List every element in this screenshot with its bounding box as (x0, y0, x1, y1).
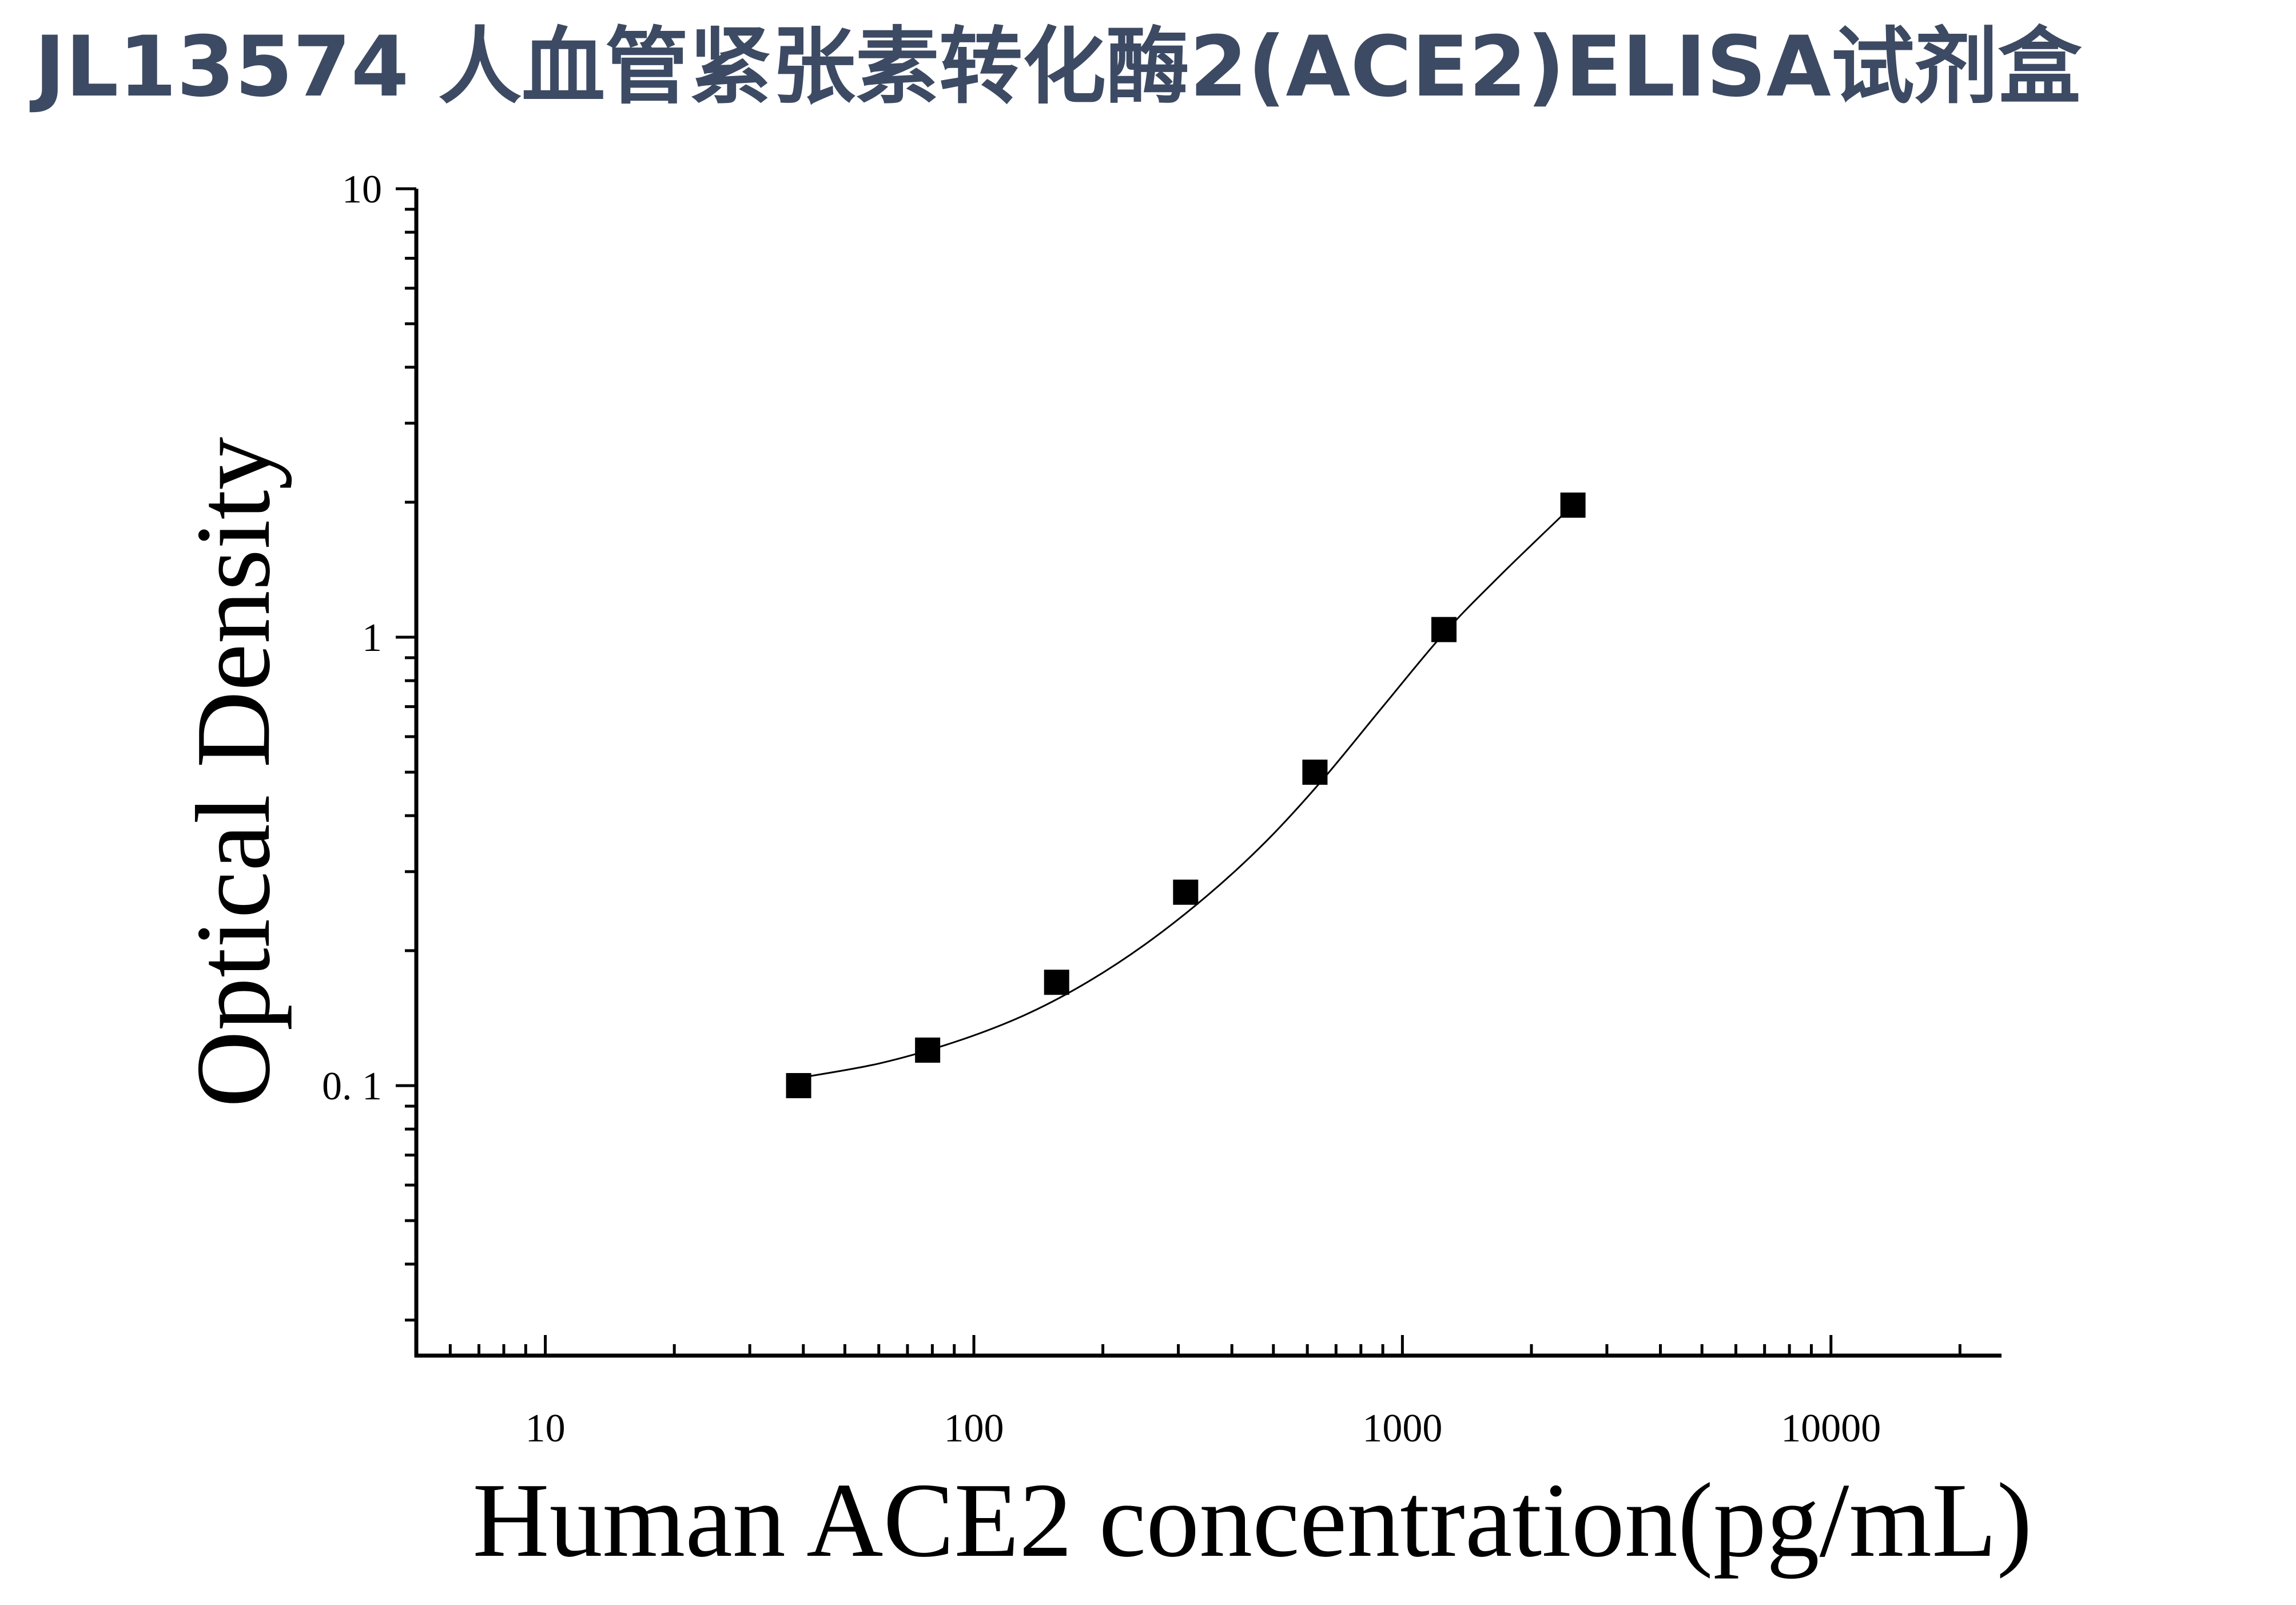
x-tick-label: 10 (526, 1407, 566, 1451)
data-point (915, 1037, 941, 1063)
data-point (786, 1072, 811, 1098)
y-tick-label: 0. 1 (322, 1064, 382, 1109)
data-point (1431, 617, 1457, 642)
axis-labels: Human ACE2 concentration(pg/mL) Optical … (174, 437, 2032, 1579)
data-point (1302, 760, 1328, 785)
x-tick-label: 100 (944, 1407, 1004, 1451)
y-tick-label: 10 (342, 168, 382, 212)
data-point (1560, 492, 1586, 518)
data-points (786, 492, 1586, 1098)
data-point (1173, 879, 1199, 905)
page-title: JL13574 人血管紧张素转化酶2(ACE2)ELISA试剂盒 (34, 18, 2082, 116)
fit-curve-line (798, 504, 1574, 1079)
axes: 10 100 1000 10000 0. 1 1 10 (322, 168, 2001, 1451)
x-tick-label: 10000 (1781, 1407, 1881, 1451)
fit-curve-layer (798, 504, 1574, 1079)
x-tick-label: 1000 (1362, 1407, 1442, 1451)
y-tick-label: 1 (362, 616, 382, 660)
data-point (1044, 970, 1069, 995)
y-axis-title: Optical Density (174, 437, 292, 1108)
x-axis-title: Human ACE2 concentration(pg/mL) (472, 1461, 2032, 1579)
